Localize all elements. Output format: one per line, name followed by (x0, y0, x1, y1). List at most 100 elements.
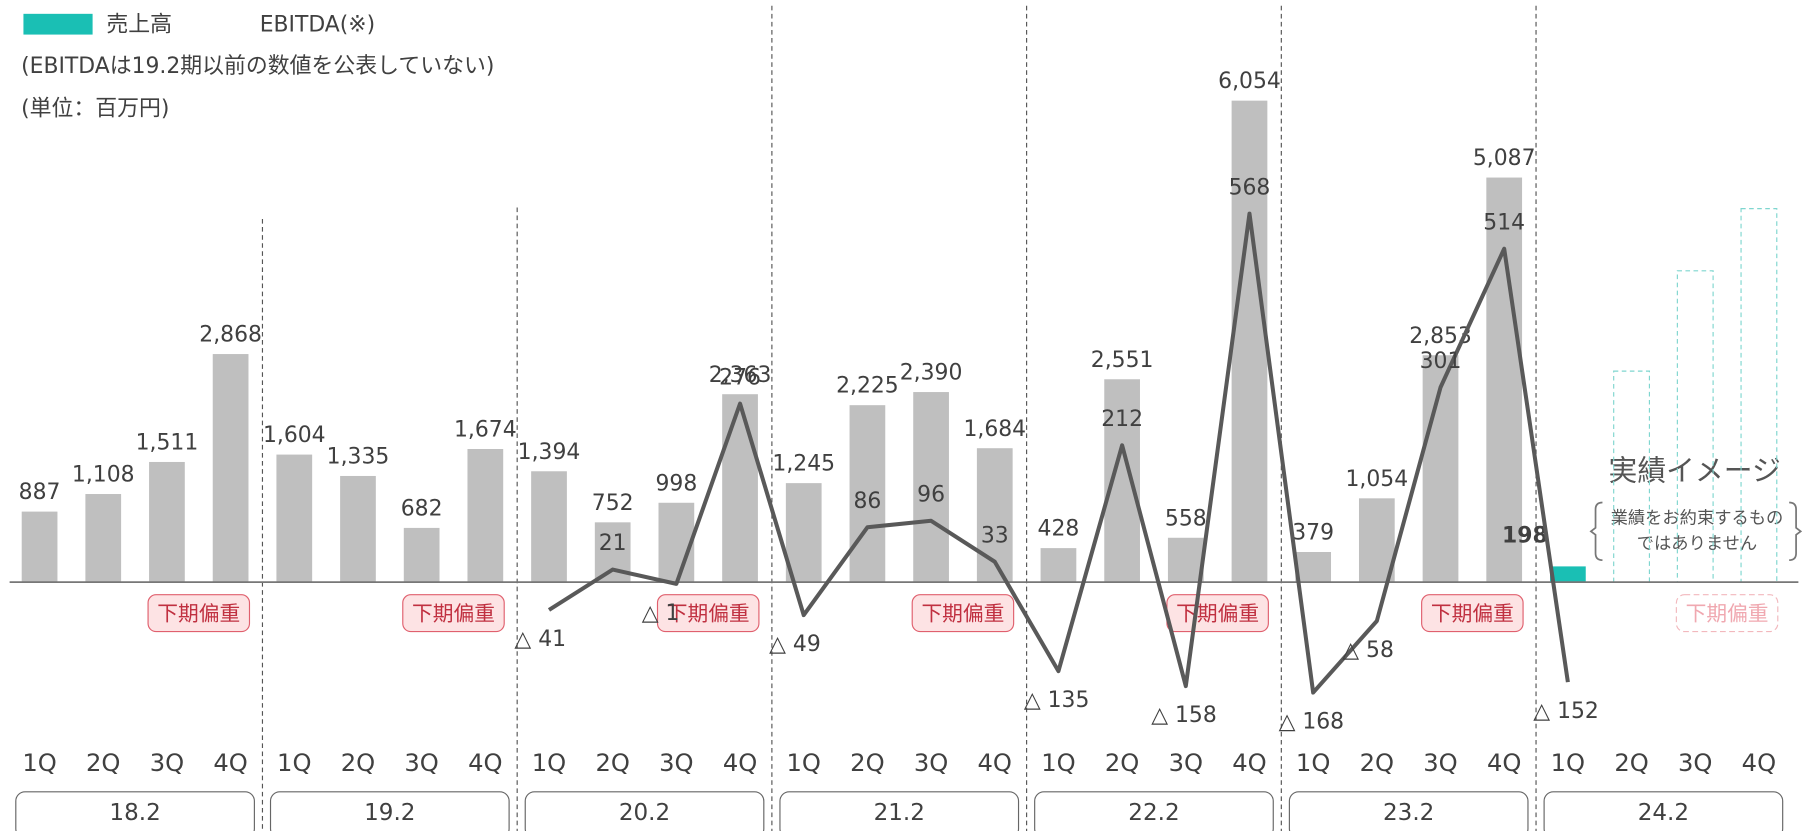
bar-value-label: 2,551 (1091, 348, 1154, 373)
bar-value-label: 5,087 (1473, 146, 1536, 171)
line-value-label: △ 135 (1024, 688, 1090, 713)
group-label: 22.2 (1128, 800, 1179, 826)
bracket (1589, 501, 1603, 562)
x-tick-label: 2Q (86, 749, 120, 777)
bar (1231, 100, 1268, 583)
x-tick-label: 3Q (404, 749, 438, 777)
legend-label: EBITDA(※) (260, 12, 375, 37)
bar-value-label: 428 (1038, 517, 1080, 542)
bar (149, 461, 185, 583)
legend-swatch (23, 13, 93, 35)
legend-label: 売上高 (106, 12, 172, 37)
x-tick-label: 4Q (1487, 749, 1521, 777)
bracket (1789, 501, 1803, 562)
bar (1486, 177, 1523, 583)
bar (785, 483, 822, 583)
line-value-label: 276 (719, 365, 761, 390)
badge-label: 下期偏重 (921, 601, 1004, 625)
line-value-label: △ 158 (1151, 703, 1217, 728)
bar (85, 494, 122, 583)
x-tick-label: 4Q (1232, 749, 1266, 777)
group-box (269, 791, 510, 831)
note: (単位：百万円) (21, 96, 169, 121)
bar (212, 354, 249, 583)
bar-value-label: 6,054 (1218, 69, 1281, 94)
group-label: 19.2 (364, 800, 415, 826)
bar-value-label: 2,390 (900, 361, 963, 386)
badge-label: 下期偏重 (412, 601, 495, 625)
line-value-label: 86 (853, 489, 881, 514)
bar (658, 502, 695, 583)
x-tick-label: 1Q (1551, 749, 1585, 777)
x-tick-label: 1Q (1041, 749, 1075, 777)
group-box (1543, 791, 1784, 831)
bar-value-label: 198 (1502, 523, 1548, 548)
badge (1421, 594, 1524, 633)
x-tick-label: 4Q (1742, 749, 1776, 777)
group-box (1288, 791, 1529, 831)
line-value-label: 33 (981, 523, 1009, 548)
annotation-text: ではありません (1637, 534, 1757, 554)
badge (147, 594, 251, 633)
group-label: 23.2 (1383, 800, 1434, 826)
bar-value-label: 682 (401, 496, 443, 521)
x-tick-label: 3Q (1678, 749, 1712, 777)
group-label: 18.2 (109, 800, 160, 826)
x-tick-label: 1Q (22, 749, 56, 777)
bar-value-label: 2,868 (199, 323, 262, 348)
bar-value-label: 2,363 (709, 363, 772, 388)
x-tick-label: 2Q (595, 749, 629, 777)
group-label: 20.2 (619, 800, 670, 826)
badge (1675, 594, 1779, 633)
group-label: 24.2 (1638, 800, 1689, 826)
bar (467, 449, 504, 583)
badge (911, 594, 1015, 633)
bar (403, 527, 440, 583)
bar (1358, 498, 1395, 583)
bar-value-label: 1,684 (963, 417, 1026, 442)
placeholder-bar (1740, 208, 1778, 583)
x-tick-label: 4Q (213, 749, 247, 777)
bar-value-label: 1,245 (772, 452, 835, 477)
badge-label: 下期偏重 (1686, 601, 1769, 625)
bar-value-label: 1,054 (1346, 467, 1409, 492)
bar (1550, 566, 1586, 583)
line-value-label: △ 1 (642, 601, 680, 626)
x-tick-label: 2Q (1105, 749, 1139, 777)
x-tick-label: 4Q (978, 749, 1012, 777)
x-tick-label: 4Q (468, 749, 502, 777)
bar-value-label: 1,108 (72, 463, 135, 488)
line-value-label: 568 (1229, 175, 1271, 200)
group-box (1034, 791, 1274, 831)
badge (402, 594, 505, 633)
bar (1167, 537, 1204, 583)
badge-label: 下期偏重 (1176, 601, 1259, 625)
badge-label: 下期偏重 (1431, 601, 1514, 625)
line-value-label: △ 168 (1279, 710, 1345, 735)
bar (21, 511, 58, 583)
line-value-label: 96 (917, 482, 945, 507)
bar-value-label: 998 (655, 471, 697, 496)
bar (1295, 552, 1332, 583)
line-value-label: △ 152 (1533, 699, 1599, 724)
x-tick-label: 3Q (914, 749, 948, 777)
x-tick-label: 1Q (1296, 749, 1330, 777)
badge-label: 下期偏重 (667, 601, 750, 625)
x-tick-label: 4Q (723, 749, 757, 777)
note: (EBITDAは19.2期以前の数値を公表していない) (21, 54, 494, 79)
bar-value-label: 1,335 (327, 445, 390, 470)
badge (656, 594, 760, 633)
line-value-label: △ 49 (769, 632, 821, 657)
badge-label: 下期偏重 (157, 601, 240, 625)
x-tick-label: 3Q (1423, 749, 1457, 777)
bar-value-label: 1,604 (263, 423, 326, 448)
group-box (524, 791, 765, 831)
bar (340, 475, 376, 583)
bar (849, 405, 886, 583)
bar-value-label: 1,394 (518, 440, 581, 465)
x-tick-label: 1Q (532, 749, 566, 777)
bar (722, 394, 758, 583)
line-value-label: 514 (1483, 210, 1525, 235)
bar-value-label: 1,674 (454, 418, 517, 443)
